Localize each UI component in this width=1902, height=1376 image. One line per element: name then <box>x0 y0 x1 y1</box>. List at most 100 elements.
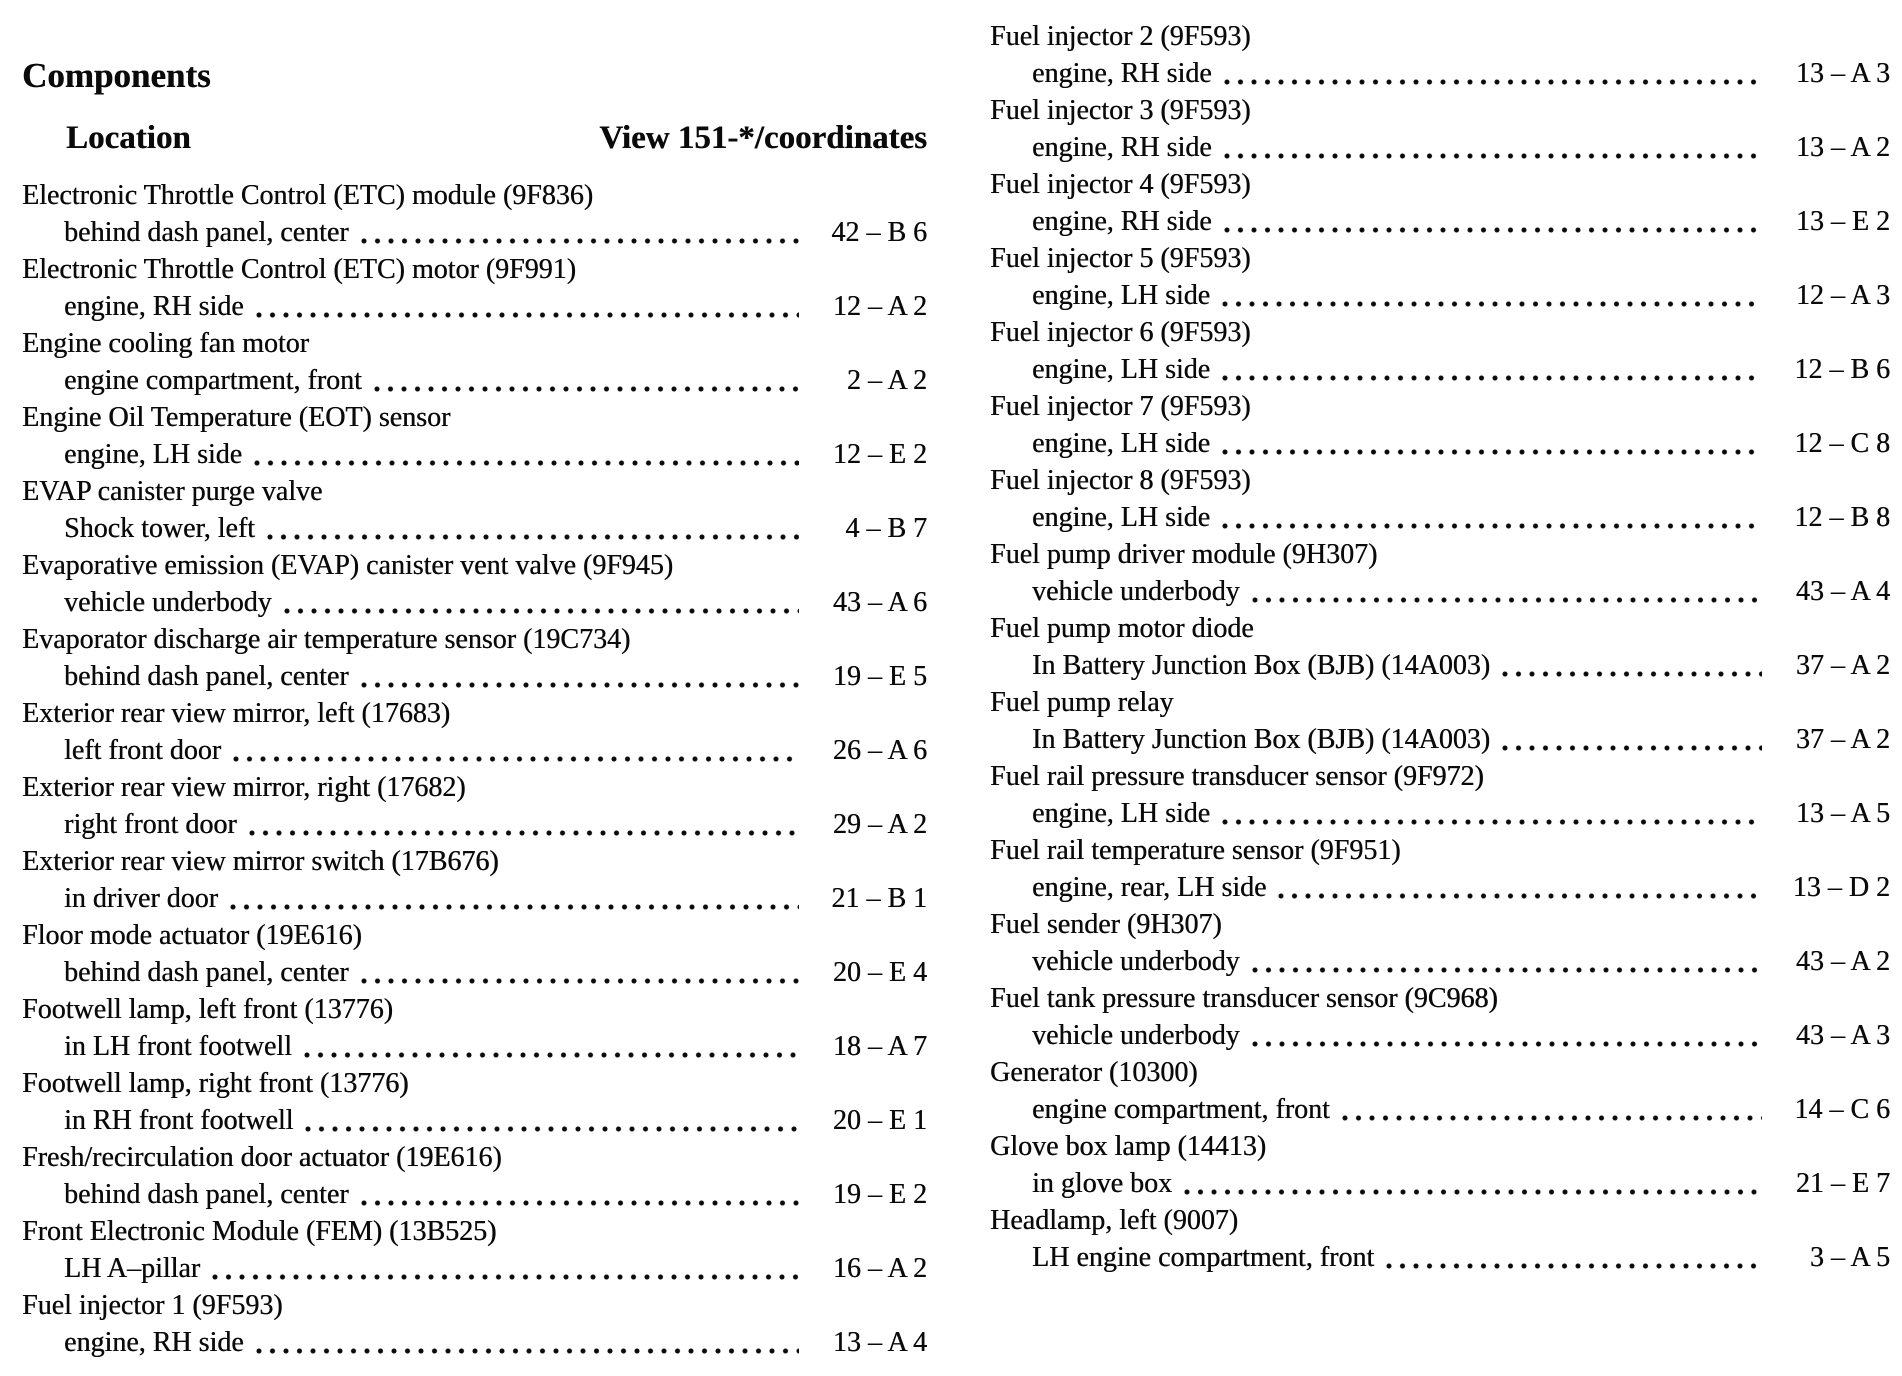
component-location-line: engine, LH side 13 – A 5 <box>990 795 1890 832</box>
component-name: Headlamp, left (9007) <box>990 1205 1239 1236</box>
component-entry: Engine cooling fan motor engine compartm… <box>22 325 927 399</box>
coordinate-value: 20 – E 1 <box>832 1105 927 1136</box>
component-name: Fuel injector 1 (9F593) <box>22 1290 283 1321</box>
component-location-line: engine, LH side 12 – E 2 <box>22 436 927 473</box>
component-location: engine, RH side <box>1032 58 1212 89</box>
component-name: Footwell lamp, right front (13776) <box>22 1068 409 1099</box>
coordinate-value: 2 – A 2 <box>846 365 927 396</box>
dot-leader <box>1222 795 1762 832</box>
component-entry: Fuel rail temperature sensor (9F951) eng… <box>990 832 1890 906</box>
component-name: Fuel injector 5 (9F593) <box>990 243 1251 274</box>
dot-leader <box>1502 721 1762 758</box>
component-location: engine compartment, front <box>1032 1094 1330 1125</box>
dot-leader <box>1184 1165 1762 1202</box>
component-name: Exterior rear view mirror switch (17B676… <box>22 846 499 877</box>
component-location: vehicle underbody <box>64 587 272 618</box>
component-name: Fuel injector 7 (9F593) <box>990 391 1251 422</box>
component-entry: Fuel pump motor diode In Battery Junctio… <box>990 610 1890 684</box>
location-heading: Location <box>66 120 191 156</box>
component-name: Electronic Throttle Control (ETC) module… <box>22 180 594 211</box>
component-location: engine, LH side <box>1032 280 1211 311</box>
component-entry: Fuel tank pressure transducer sensor (9C… <box>990 980 1890 1054</box>
component-entry: Footwell lamp, right front (13776) in RH… <box>22 1065 927 1139</box>
component-location-line: engine, rear, LH side 13 – D 2 <box>990 869 1890 906</box>
component-location: in driver door <box>64 883 218 914</box>
component-location-line: engine, RH side 13 – A 2 <box>990 129 1890 166</box>
component-location: LH engine compartment, front <box>1032 1242 1375 1273</box>
component-location: in LH front footwell <box>64 1031 292 1062</box>
component-entry: Fuel pump relay In Battery Junction Box … <box>990 684 1890 758</box>
component-entry: Exterior rear view mirror, left (17683) … <box>22 695 927 769</box>
component-name: Fuel injector 4 (9F593) <box>990 169 1251 200</box>
dot-leader <box>1341 1091 1762 1128</box>
coordinate-value: 13 – A 2 <box>1795 132 1890 163</box>
component-location-line: engine, LH side 12 – A 3 <box>990 277 1890 314</box>
component-name: EVAP canister purge valve <box>22 476 323 507</box>
coordinate-value: 19 – E 2 <box>832 1179 927 1210</box>
component-location-line: in driver door 21 – B 1 <box>22 880 927 917</box>
component-location-line: vehicle underbody 43 – A 4 <box>990 573 1890 610</box>
dot-leader <box>373 362 799 399</box>
component-location: in glove box <box>1032 1168 1172 1199</box>
component-name: Fuel tank pressure transducer sensor (9C… <box>990 983 1498 1014</box>
components-heading: Components <box>22 56 211 95</box>
component-location: In Battery Junction Box (BJB) (14A003) <box>1032 650 1491 681</box>
dot-leader <box>1222 425 1762 462</box>
dot-leader <box>360 658 799 695</box>
component-name: Engine Oil Temperature (EOT) sensor <box>22 402 451 433</box>
component-location: engine, LH side <box>64 439 243 470</box>
component-name: Fuel pump driver module (9H307) <box>990 539 1378 570</box>
component-location: LH A–pillar <box>64 1253 201 1284</box>
dot-leader <box>303 1028 799 1065</box>
component-location-line: engine, RH side 13 – A 4 <box>22 1324 927 1361</box>
dot-leader <box>360 214 799 251</box>
component-location-line: in LH front footwell 18 – A 7 <box>22 1028 927 1065</box>
coordinate-value: 12 – C 8 <box>1794 428 1890 459</box>
coordinate-value: 13 – D 2 <box>1792 872 1890 903</box>
coordinate-value: 12 – E 2 <box>832 439 927 470</box>
component-location-line: LH engine compartment, front 3 – A 5 <box>990 1239 1890 1276</box>
component-name: Fuel rail pressure transducer sensor (9F… <box>990 761 1484 792</box>
component-name: Electronic Throttle Control (ETC) motor … <box>22 254 576 285</box>
component-location-line: LH A–pillar 16 – A 2 <box>22 1250 927 1287</box>
component-entry: Front Electronic Module (FEM) (13B525) L… <box>22 1213 927 1287</box>
component-location-line: behind dash panel, center 19 – E 2 <box>22 1176 927 1213</box>
dot-leader <box>229 880 799 917</box>
component-entry: Floor mode actuator (19E616) behind dash… <box>22 917 927 991</box>
component-entry: Glove box lamp (14413) in glove box 21 –… <box>990 1128 1890 1202</box>
component-location: engine, LH side <box>1032 428 1211 459</box>
component-name: Fuel sender (9H307) <box>990 909 1222 940</box>
coordinate-value: 12 – B 8 <box>1794 502 1890 533</box>
component-location-line: engine, LH side 12 – B 6 <box>990 351 1890 388</box>
coordinate-value: 4 – B 7 <box>845 513 927 544</box>
dot-leader <box>1386 1239 1762 1276</box>
column-headings-row: Location View 151-*/coordinates <box>22 120 927 157</box>
component-location: engine compartment, front <box>64 365 362 396</box>
dot-leader <box>1502 647 1762 684</box>
component-name: Fuel injector 6 (9F593) <box>990 317 1251 348</box>
component-location: In Battery Junction Box (BJB) (14A003) <box>1032 724 1491 755</box>
component-location: engine, LH side <box>1032 502 1211 533</box>
coordinate-value: 20 – E 4 <box>832 957 927 988</box>
component-name: Engine cooling fan motor <box>22 328 309 359</box>
component-entry: Engine Oil Temperature (EOT) sensor engi… <box>22 399 927 473</box>
coordinate-value: 29 – A 2 <box>832 809 927 840</box>
component-name: Glove box lamp (14413) <box>990 1131 1267 1162</box>
component-location: vehicle underbody <box>1032 576 1240 607</box>
coordinate-value: 43 – A 6 <box>832 587 927 618</box>
right-column: Fuel injector 2 (9F593) engine, RH side … <box>990 18 1890 1276</box>
coordinate-value: 43 – A 2 <box>1795 946 1890 977</box>
component-location: left front door <box>64 735 222 766</box>
dot-leader <box>1223 55 1762 92</box>
dot-leader <box>360 954 799 991</box>
dot-leader <box>233 732 799 769</box>
component-entry: Fuel injector 6 (9F593) engine, LH side … <box>990 314 1890 388</box>
component-location-line: engine, LH side 12 – B 8 <box>990 499 1890 536</box>
component-location: in RH front footwell <box>64 1105 294 1136</box>
component-location: behind dash panel, center <box>64 957 349 988</box>
left-column: Components Location View 151-*/coordinat… <box>22 42 927 1361</box>
component-list-left: Electronic Throttle Control (ETC) module… <box>22 177 927 1361</box>
component-location: engine, LH side <box>1032 798 1211 829</box>
dot-leader <box>1222 499 1762 536</box>
component-location-line: engine, LH side 12 – C 8 <box>990 425 1890 462</box>
